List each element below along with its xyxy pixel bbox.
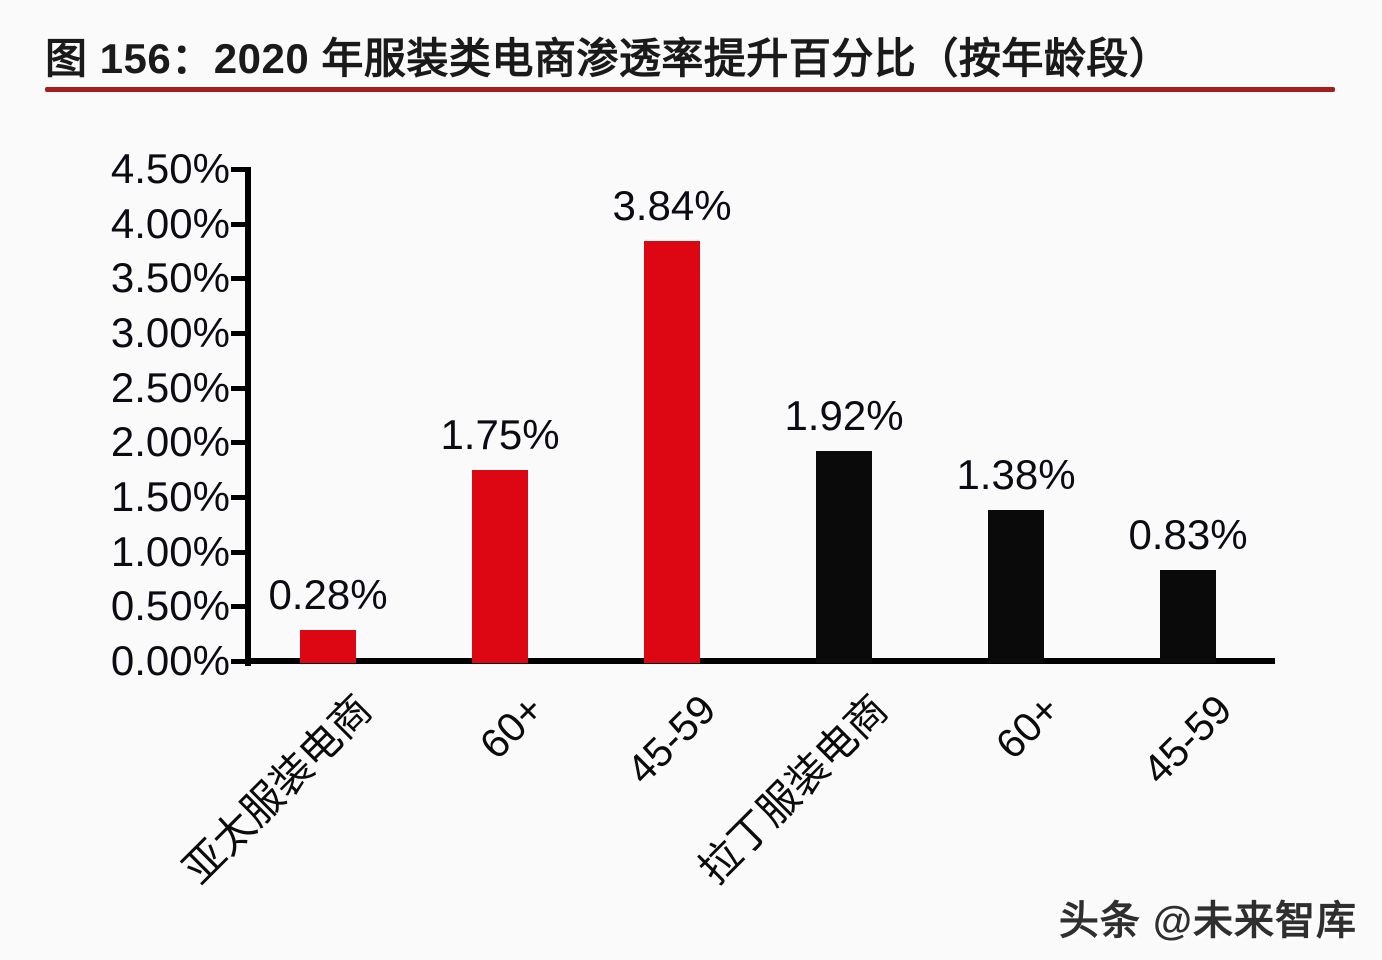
y-axis-tick-mark: [231, 659, 245, 664]
y-axis-tick-label: 1.00%: [110, 527, 230, 575]
y-axis-line: [245, 167, 251, 666]
y-axis-tick-label: 0.50%: [110, 582, 230, 630]
y-axis-tick-mark: [231, 495, 245, 500]
y-axis-tick-label: 3.00%: [110, 309, 230, 356]
y-axis-tick-mark: [231, 385, 245, 391]
bar-value-label: 1.38%: [956, 451, 1076, 499]
figure-title: 图 156：2020 年服装类电商渗透率提升百分比（按年龄段）: [45, 35, 1172, 82]
y-axis-tick-label: 2.00%: [110, 418, 230, 466]
bar-value-label: 1.92%: [784, 392, 904, 440]
bar: [472, 469, 528, 663]
bar: [644, 241, 700, 663]
y-axis-tick-mark: [231, 604, 245, 610]
bar: [300, 630, 356, 663]
title-underline: [45, 87, 1335, 92]
bar-value-label: 3.84%: [612, 182, 732, 230]
y-axis-tick-label: 0.00%: [110, 637, 230, 684]
y-axis-tick-label: 1.50%: [110, 473, 230, 520]
y-axis-tick-label: 3.50%: [110, 254, 230, 302]
bar: [816, 451, 872, 663]
y-axis-tick-mark: [231, 221, 245, 227]
y-axis-tick-label: 2.50%: [110, 363, 230, 411]
bar-value-label: 0.83%: [1128, 511, 1248, 559]
bar: [1160, 570, 1216, 663]
y-axis-tick-mark: [231, 440, 245, 446]
y-axis-tick-mark: [231, 276, 245, 282]
bar: [988, 510, 1044, 663]
bar-value-label: 1.75%: [440, 410, 560, 458]
y-axis-tick-mark: [231, 549, 245, 555]
bar-value-label: 0.28%: [268, 571, 388, 619]
y-axis-tick-label: 4.50%: [110, 145, 230, 192]
x-axis-line: [245, 658, 1275, 664]
y-axis-tick-mark: [231, 331, 245, 336]
watermark: 头条 @未来智库: [1058, 899, 1357, 943]
y-axis-tick-mark: [231, 167, 245, 172]
y-axis-tick-label: 4.00%: [110, 199, 230, 247]
